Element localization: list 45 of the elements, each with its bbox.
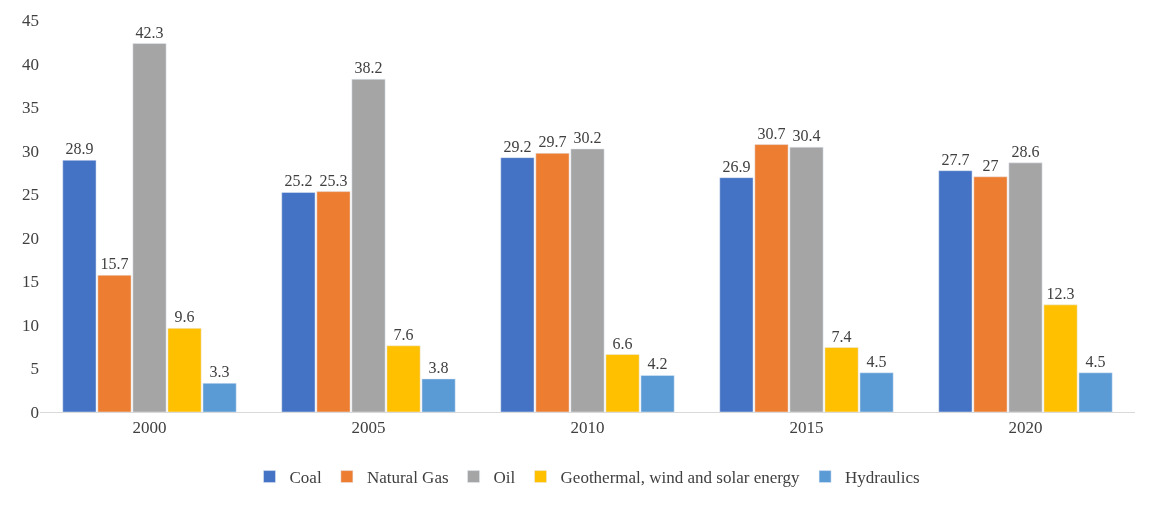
legend-label: Oil: [493, 468, 516, 488]
data-label: 26.9: [722, 157, 751, 175]
x-tick-label: 2000: [132, 418, 167, 438]
y-tick-label: 20: [22, 228, 39, 248]
legend-label: Natural Gas: [366, 468, 449, 488]
y-tick-label: 45: [22, 10, 39, 30]
y-tick-label: 35: [22, 98, 39, 118]
data-label: 6.6: [612, 334, 633, 352]
y-tick-label: 15: [22, 272, 39, 292]
data-label: 30.2: [573, 128, 602, 146]
data-label: 15.7: [100, 255, 129, 273]
data-label: 30.4: [792, 127, 821, 145]
data-label: 25.3: [319, 171, 348, 189]
data-label: 4.5: [1085, 352, 1106, 370]
data-label: 7.6: [393, 325, 414, 343]
data-label: 38.2: [354, 59, 383, 77]
x-tick-label: 2015: [789, 418, 824, 438]
data-label: 25.2: [284, 172, 313, 190]
legend-label: Hydraulics: [845, 468, 920, 488]
legend-label: Coal: [289, 468, 322, 488]
data-label: 3.8: [428, 358, 449, 376]
y-tick-label: 5: [30, 359, 39, 379]
data-label: 42.3: [135, 23, 164, 41]
y-tick-label: 10: [22, 315, 39, 335]
data-label: 27: [982, 156, 999, 174]
x-tick-label: 2005: [351, 418, 386, 438]
y-tick-label: 25: [22, 185, 39, 205]
y-tick-label: 40: [22, 54, 39, 74]
data-label: 4.2: [647, 355, 668, 373]
data-label: 30.7: [757, 124, 786, 142]
data-label: 27.7: [941, 150, 970, 168]
data-label: 29.7: [538, 133, 567, 151]
legend-label: Geothermal, wind and solar energy: [560, 468, 801, 488]
data-label: 28.9: [65, 140, 94, 158]
data-label: 4.5: [866, 352, 887, 370]
data-label: 28.6: [1011, 142, 1040, 160]
data-label: 7.4: [831, 327, 852, 345]
y-tick-label: 30: [22, 141, 39, 161]
data-label: 29.2: [503, 137, 532, 155]
data-label: 9.6: [174, 308, 195, 326]
data-label: 3.3: [209, 363, 230, 381]
x-tick-label: 2020: [1008, 418, 1043, 438]
data-label: 12.3: [1046, 284, 1075, 302]
x-tick-label: 2010: [570, 418, 605, 438]
y-tick-label: 0: [30, 402, 39, 422]
